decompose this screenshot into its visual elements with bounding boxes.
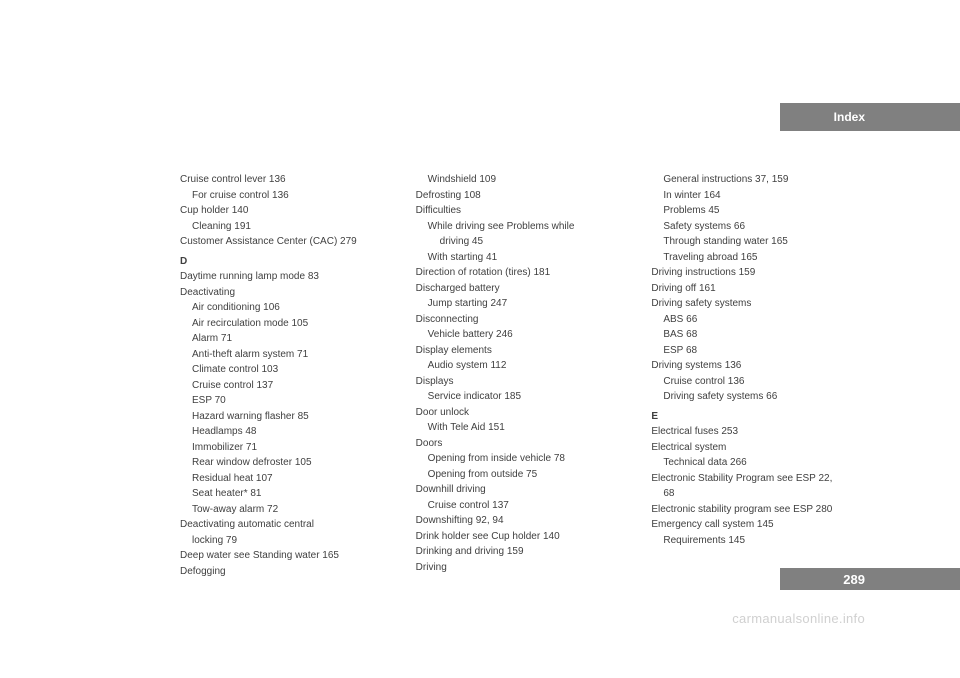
index-entry: Emergency call system 145 <box>651 517 865 533</box>
index-entry: Climate control 103 <box>180 362 394 378</box>
index-entry: Opening from outside 75 <box>416 467 630 483</box>
index-entry: Hazard warning flasher 85 <box>180 409 394 425</box>
index-entry: Downshifting 92, 94 <box>416 513 630 529</box>
index-entry: Electronic Stability Program see ESP 22, <box>651 471 865 487</box>
index-entry: Driving off 161 <box>651 281 865 297</box>
index-entry: Daytime running lamp mode 83 <box>180 269 394 285</box>
section-letter: E <box>651 409 865 425</box>
index-entry: Deep water see Standing water 165 <box>180 548 394 564</box>
index-entry: In winter 164 <box>651 188 865 204</box>
index-entry: Defogging <box>180 564 394 580</box>
index-entry: Cleaning 191 <box>180 219 394 235</box>
index-entry: Through standing water 165 <box>651 234 865 250</box>
column-1: Cruise control lever 136For cruise contr… <box>180 172 394 579</box>
column-2: Windshield 109Defrosting 108Difficulties… <box>416 172 630 579</box>
index-entry: Driving systems 136 <box>651 358 865 374</box>
header-title: Index <box>834 110 865 124</box>
index-entry: Problems 45 <box>651 203 865 219</box>
index-entry: Doors <box>416 436 630 452</box>
index-entry: locking 79 <box>180 533 394 549</box>
index-entry: Audio system 112 <box>416 358 630 374</box>
page-number: 289 <box>843 572 865 587</box>
index-entry: Cup holder 140 <box>180 203 394 219</box>
index-entry: With starting 41 <box>416 250 630 266</box>
index-entry: Requirements 145 <box>651 533 865 549</box>
column-3: General instructions 37, 159In winter 16… <box>651 172 865 579</box>
index-entry: Driving instructions 159 <box>651 265 865 281</box>
index-entry: Displays <box>416 374 630 390</box>
index-entry: General instructions 37, 159 <box>651 172 865 188</box>
header-bar: Index <box>780 103 960 131</box>
watermark: carmanualsonline.info <box>732 611 865 626</box>
index-entry: ABS 66 <box>651 312 865 328</box>
index-content: Cruise control lever 136For cruise contr… <box>180 172 865 579</box>
index-entry: Door unlock <box>416 405 630 421</box>
index-entry: Customer Assistance Center (CAC) 279 <box>180 234 394 250</box>
index-entry: 68 <box>651 486 865 502</box>
index-entry: Windshield 109 <box>416 172 630 188</box>
index-entry: Opening from inside vehicle 78 <box>416 451 630 467</box>
index-entry: Difficulties <box>416 203 630 219</box>
index-entry: Display elements <box>416 343 630 359</box>
index-entry: Seat heater* 81 <box>180 486 394 502</box>
index-entry: Driving safety systems <box>651 296 865 312</box>
index-entry: Electronic stability program see ESP 280 <box>651 502 865 518</box>
index-entry: Air conditioning 106 <box>180 300 394 316</box>
index-entry: BAS 68 <box>651 327 865 343</box>
index-entry: Anti-theft alarm system 71 <box>180 347 394 363</box>
index-entry: Service indicator 185 <box>416 389 630 405</box>
index-entry: Traveling abroad 165 <box>651 250 865 266</box>
index-entry: Headlamps 48 <box>180 424 394 440</box>
index-entry: Immobilizer 71 <box>180 440 394 456</box>
index-entry: Vehicle battery 246 <box>416 327 630 343</box>
index-entry: While driving see Problems while <box>416 219 630 235</box>
index-entry: Tow-away alarm 72 <box>180 502 394 518</box>
index-entry: Rear window defroster 105 <box>180 455 394 471</box>
index-entry: Air recirculation mode 105 <box>180 316 394 332</box>
index-entry: Residual heat 107 <box>180 471 394 487</box>
index-entry: Drink holder see Cup holder 140 <box>416 529 630 545</box>
index-entry: Downhill driving <box>416 482 630 498</box>
index-entry: Electrical fuses 253 <box>651 424 865 440</box>
index-entry: Deactivating automatic central <box>180 517 394 533</box>
index-entry: driving 45 <box>416 234 630 250</box>
index-entry: Defrosting 108 <box>416 188 630 204</box>
index-entry: Cruise control 137 <box>180 378 394 394</box>
section-letter: D <box>180 254 394 270</box>
index-entry: Cruise control 137 <box>416 498 630 514</box>
index-entry: Direction of rotation (tires) 181 <box>416 265 630 281</box>
index-entry: Safety systems 66 <box>651 219 865 235</box>
index-entry: Jump starting 247 <box>416 296 630 312</box>
index-entry: Drinking and driving 159 <box>416 544 630 560</box>
index-entry: With Tele Aid 151 <box>416 420 630 436</box>
index-entry: Deactivating <box>180 285 394 301</box>
index-entry: Discharged battery <box>416 281 630 297</box>
index-entry: ESP 70 <box>180 393 394 409</box>
index-entry: Disconnecting <box>416 312 630 328</box>
index-entry: Technical data 266 <box>651 455 865 471</box>
index-entry: Cruise control 136 <box>651 374 865 390</box>
index-entry: Cruise control lever 136 <box>180 172 394 188</box>
index-entry: For cruise control 136 <box>180 188 394 204</box>
page-number-bar: 289 <box>780 568 960 590</box>
index-entry: Driving <box>416 560 630 576</box>
index-entry: Driving safety systems 66 <box>651 389 865 405</box>
index-entry: Alarm 71 <box>180 331 394 347</box>
index-entry: Electrical system <box>651 440 865 456</box>
index-entry: ESP 68 <box>651 343 865 359</box>
